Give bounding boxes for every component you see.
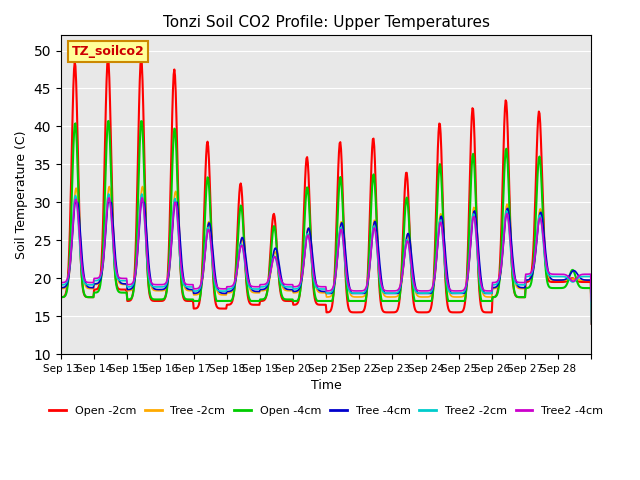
- Tree2 -4cm: [57, 280, 65, 286]
- Tree -4cm: [120, 281, 128, 287]
- Open -2cm: [588, 321, 595, 326]
- Legend: Open -2cm, Tree -2cm, Open -4cm, Tree -4cm, Tree2 -2cm, Tree2 -4cm: Open -2cm, Tree -2cm, Open -4cm, Tree -4…: [45, 401, 608, 420]
- Open -4cm: [105, 118, 113, 124]
- Tree2 -4cm: [381, 288, 389, 293]
- Tree -4cm: [72, 199, 79, 205]
- Open -2cm: [381, 310, 389, 315]
- Open -2cm: [57, 294, 65, 300]
- Line: Open -2cm: Open -2cm: [61, 58, 591, 324]
- Open -4cm: [588, 298, 595, 304]
- Open -2cm: [119, 287, 127, 292]
- Title: Tonzi Soil CO2 Profile: Upper Temperatures: Tonzi Soil CO2 Profile: Upper Temperatur…: [163, 15, 490, 30]
- Text: TZ_soilco2: TZ_soilco2: [72, 45, 144, 58]
- Tree2 -4cm: [588, 298, 595, 304]
- Y-axis label: Soil Temperature (C): Soil Temperature (C): [15, 131, 28, 259]
- Tree2 -4cm: [119, 276, 127, 281]
- Tree -4cm: [218, 290, 225, 296]
- Line: Tree -4cm: Tree -4cm: [61, 202, 591, 293]
- Tree2 -2cm: [411, 288, 419, 293]
- Open -2cm: [218, 306, 225, 312]
- Tree -2cm: [381, 293, 389, 299]
- Open -2cm: [244, 292, 252, 298]
- Tree -4cm: [412, 285, 420, 291]
- Tree2 -2cm: [218, 288, 225, 294]
- Tree2 -2cm: [120, 278, 128, 284]
- Tree -2cm: [57, 286, 65, 291]
- Open -2cm: [138, 55, 145, 61]
- Tree -2cm: [106, 184, 113, 190]
- Tree -2cm: [120, 282, 128, 288]
- Tree2 -2cm: [105, 191, 113, 197]
- Tree2 -4cm: [264, 278, 271, 284]
- Tree -4cm: [244, 269, 252, 275]
- Open -4cm: [412, 298, 420, 304]
- Tree -4cm: [588, 290, 595, 296]
- Tree -2cm: [411, 287, 419, 293]
- X-axis label: Time: Time: [311, 379, 342, 392]
- Tree -2cm: [218, 292, 225, 298]
- Tree2 -4cm: [244, 276, 252, 281]
- Open -2cm: [411, 306, 419, 312]
- Open -4cm: [120, 290, 128, 296]
- Open -4cm: [244, 292, 252, 298]
- Tree2 -2cm: [57, 282, 65, 288]
- Tree -2cm: [588, 298, 595, 304]
- Tree2 -2cm: [264, 280, 271, 286]
- Tree -4cm: [323, 290, 330, 296]
- Open -4cm: [264, 281, 272, 287]
- Tree2 -4cm: [218, 286, 225, 292]
- Tree2 -2cm: [588, 321, 595, 326]
- Tree -4cm: [382, 290, 390, 296]
- Tree2 -2cm: [244, 279, 252, 285]
- Tree2 -2cm: [381, 290, 389, 296]
- Open -4cm: [190, 298, 198, 304]
- Line: Open -4cm: Open -4cm: [61, 121, 591, 301]
- Open -4cm: [218, 298, 226, 304]
- Tree -4cm: [264, 282, 271, 288]
- Line: Tree -2cm: Tree -2cm: [61, 187, 591, 301]
- Open -4cm: [382, 298, 390, 304]
- Open -4cm: [57, 294, 65, 300]
- Line: Tree2 -4cm: Tree2 -4cm: [61, 198, 591, 301]
- Tree -4cm: [57, 285, 65, 290]
- Tree -2cm: [244, 276, 252, 282]
- Tree2 -4cm: [411, 284, 419, 290]
- Open -2cm: [264, 285, 271, 290]
- Line: Tree2 -2cm: Tree2 -2cm: [61, 194, 591, 324]
- Tree2 -4cm: [138, 195, 146, 201]
- Tree -2cm: [264, 284, 271, 289]
